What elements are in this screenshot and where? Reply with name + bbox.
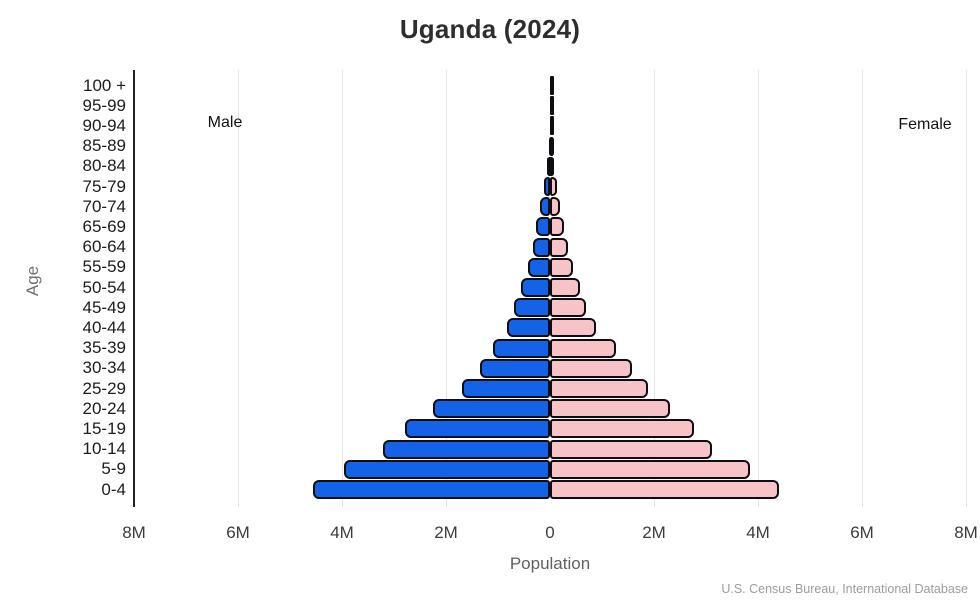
bar-female-100[interactable] [550, 76, 554, 95]
bar-female-45-49[interactable] [550, 298, 587, 318]
bar-male-75-79[interactable] [543, 177, 550, 196]
age-tick-label: 5-9 [101, 459, 126, 479]
age-tick-label: 90-94 [82, 115, 126, 135]
bar-male-0-4[interactable] [312, 480, 550, 499]
gridline [341, 70, 343, 507]
bar-male-50-54[interactable] [521, 278, 550, 297]
age-tick-label: 15-19 [82, 418, 126, 438]
bar-female-60-64[interactable] [550, 237, 568, 257]
age-tick-label: 20-24 [82, 398, 126, 418]
x-tick-label: 2M [434, 523, 458, 542]
bar-female-40-44[interactable] [550, 318, 596, 338]
age-tick-label: 45-49 [82, 297, 126, 317]
bar-female-95-99[interactable] [550, 96, 554, 116]
gridline [965, 70, 967, 507]
age-tick-label: 35-39 [82, 338, 126, 358]
bar-male-25-29[interactable] [461, 379, 550, 398]
age-tick-label: 95-99 [82, 95, 126, 115]
age-tick-label: 55-59 [82, 257, 126, 277]
bar-female-30-34[interactable] [550, 358, 632, 378]
bar-male-10-14[interactable] [383, 439, 550, 459]
bar-female-55-59[interactable] [550, 257, 574, 277]
y-axis-line [133, 70, 135, 507]
bar-female-0-4[interactable] [550, 480, 780, 499]
age-tick-label: 50-54 [82, 277, 126, 297]
bar-female-15-19[interactable] [550, 419, 695, 439]
age-tick-label: 10-14 [82, 439, 126, 459]
age-tick-label: 75-79 [82, 176, 126, 196]
bar-female-65-69[interactable] [550, 217, 564, 237]
bar-female-10-14[interactable] [550, 439, 713, 459]
gridline [653, 70, 655, 507]
bar-male-70-74[interactable] [540, 197, 550, 217]
male-series-label: Male [207, 114, 243, 131]
bar-female-5-9[interactable] [550, 459, 750, 479]
bar-male-35-39[interactable] [493, 338, 550, 358]
bar-female-25-29[interactable] [550, 379, 649, 398]
x-tick-label: 8M [122, 523, 146, 542]
population-axis-label: Population [509, 554, 591, 573]
bar-female-35-39[interactable] [550, 338, 616, 358]
bar-male-15-19[interactable] [405, 419, 550, 439]
age-tick-label: 25-29 [82, 378, 126, 398]
x-tick-label: 4M [330, 523, 354, 542]
bar-female-70-74[interactable] [550, 197, 561, 217]
bar-female-90-94[interactable] [550, 116, 554, 136]
bar-male-65-69[interactable] [536, 217, 550, 237]
bar-male-40-44[interactable] [506, 318, 550, 338]
bar-male-55-59[interactable] [528, 257, 550, 277]
x-tick-label: 6M [226, 523, 250, 542]
age-tick-label: 60-64 [82, 237, 126, 257]
gridline [445, 70, 447, 507]
x-tick-label: 0 [545, 523, 555, 542]
bar-male-20-24[interactable] [433, 399, 550, 419]
bar-male-30-34[interactable] [479, 358, 550, 378]
bar-female-75-79[interactable] [550, 177, 557, 196]
bar-male-45-49[interactable] [514, 298, 550, 318]
gridline [237, 70, 239, 507]
x-tick-label: 8M [954, 523, 978, 542]
female-series-label: Female [898, 116, 952, 133]
age-tick-label: 70-74 [82, 196, 126, 216]
source-attribution: U.S. Census Bureau, International Databa… [721, 582, 968, 596]
bar-female-85-89[interactable] [550, 136, 554, 156]
bar-male-5-9[interactable] [344, 459, 550, 479]
age-tick-label: 85-89 [82, 136, 126, 156]
bar-female-80-84[interactable] [550, 156, 554, 176]
x-tick-label: 4M [746, 523, 770, 542]
bar-male-60-64[interactable] [532, 237, 550, 257]
plot-area: Male Female [133, 70, 967, 507]
chart-title: Uganda (2024) [399, 14, 581, 44]
bar-female-50-54[interactable] [550, 278, 580, 297]
gridline [861, 70, 863, 507]
age-tick-label: 0-4 [101, 479, 126, 499]
age-tick-label: 30-34 [82, 358, 126, 378]
gridline [757, 70, 759, 507]
age-tick-label: 80-84 [82, 156, 126, 176]
age-tick-label: 100 + [82, 75, 126, 95]
x-tick-label: 6M [850, 523, 874, 542]
age-tick-label: 40-44 [82, 317, 126, 337]
bar-female-20-24[interactable] [550, 399, 671, 419]
x-tick-label: 2M [642, 523, 666, 542]
age-tick-label: 65-69 [82, 216, 126, 236]
